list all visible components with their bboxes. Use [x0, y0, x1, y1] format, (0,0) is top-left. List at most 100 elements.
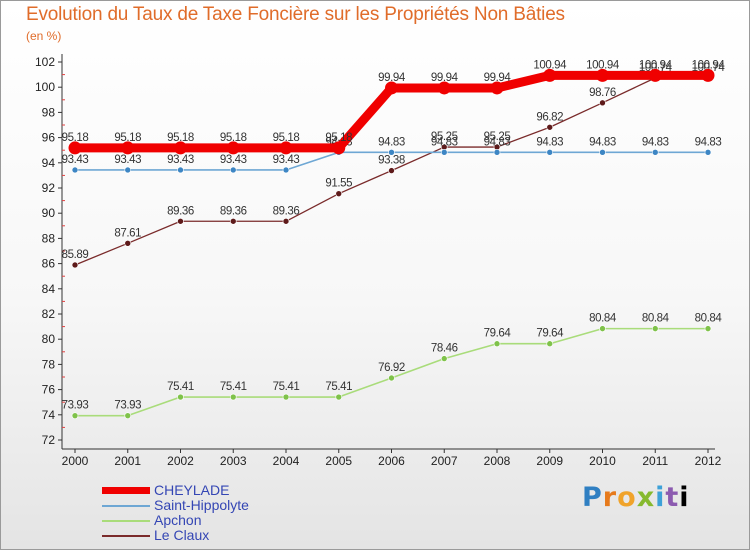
data-label-apchon: 73.93: [62, 400, 89, 412]
x-tick-label: 2012: [695, 454, 722, 468]
y-tick-label: 102: [35, 55, 55, 69]
legend-label: CHEYLADE: [154, 482, 230, 498]
data-point-le-claux: [599, 99, 606, 107]
data-point-le-claux: [229, 217, 237, 225]
data-label-cheylade: 100.94: [692, 59, 726, 71]
data-point-apchon: [71, 412, 79, 419]
data-point-apchon: [546, 340, 554, 348]
data-label-saint-hippolyte: 94.83: [378, 136, 405, 148]
data-label-le-claux: 98.76: [589, 87, 616, 99]
x-tick-label: 2002: [167, 454, 194, 468]
y-tick-label: 88: [42, 231, 56, 245]
data-label-le-claux: 89.36: [167, 205, 194, 217]
x-tick-label: 2004: [273, 454, 300, 468]
x-tick-label: 2011: [642, 454, 668, 468]
y-tick-label: 74: [42, 408, 56, 422]
data-label-apchon: 79.64: [536, 328, 564, 340]
data-label-apchon: 75.41: [220, 381, 247, 393]
data-point-cheylade: [437, 81, 451, 95]
logo-letter: i: [655, 482, 666, 513]
legend-swatch-saint-hippolyte: [102, 505, 150, 507]
legend-label: Le Claux: [154, 527, 210, 543]
logo-letter: i: [679, 482, 690, 513]
data-point-saint-hippolyte: [546, 149, 554, 156]
data-label-saint-hippolyte: 94.83: [642, 136, 669, 148]
data-point-apchon: [229, 393, 237, 401]
data-label-saint-hippolyte: 94.83: [536, 136, 563, 148]
data-point-cheylade: [543, 68, 557, 82]
y-tick-label: 72: [42, 433, 56, 447]
logo-letter: P: [582, 482, 603, 513]
unit-label: (en %): [26, 29, 62, 43]
x-tick-label: 2000: [62, 454, 89, 468]
data-point-cheylade: [226, 141, 240, 155]
data-point-apchon: [388, 374, 395, 382]
x-tick-label: 2005: [325, 454, 352, 468]
data-point-le-claux: [282, 217, 290, 225]
x-tick-label: 2003: [220, 454, 247, 468]
data-label-apchon: 76.92: [378, 362, 405, 374]
data-point-cheylade: [121, 141, 135, 155]
logo-letter: o: [617, 482, 637, 513]
y-tick-label: 80: [42, 332, 56, 346]
logo-letter: x: [636, 482, 656, 513]
data-label-le-claux: 93.38: [378, 155, 405, 167]
data-label-le-claux: 89.36: [220, 205, 247, 217]
x-tick-label: 2009: [536, 454, 563, 468]
y-tick-label: 82: [42, 307, 56, 321]
data-point-saint-hippolyte: [388, 149, 395, 156]
data-label-apchon: 80.84: [642, 313, 670, 325]
data-label-saint-hippolyte: 94.83: [695, 136, 722, 148]
data-point-saint-hippolyte: [493, 149, 501, 156]
data-label-cheylade: 99.94: [484, 72, 512, 84]
data-label-le-claux: 91.55: [325, 178, 352, 190]
y-tick-label: 86: [42, 257, 56, 271]
data-point-cheylade: [596, 68, 609, 82]
data-point-cheylade: [385, 81, 398, 95]
data-label-cheylade: 95.18: [167, 132, 194, 144]
data-point-saint-hippolyte: [71, 166, 79, 174]
y-tick-label: 84: [42, 282, 56, 296]
data-label-le-claux: 87.61: [114, 227, 141, 239]
data-label-apchon: 78.46: [431, 343, 458, 355]
data-point-saint-hippolyte: [599, 149, 606, 156]
chart-title: Evolution du Taux de Taxe Foncière sur l…: [26, 4, 565, 25]
data-point-le-claux: [124, 240, 132, 247]
y-tick-label: 92: [42, 181, 56, 195]
data-point-cheylade: [332, 141, 346, 155]
data-label-cheylade: 95.18: [220, 132, 247, 144]
y-tick-label: 76: [42, 383, 56, 397]
data-label-le-claux: 95.25: [484, 131, 511, 143]
data-label-cheylade: 99.94: [431, 72, 459, 84]
data-point-saint-hippolyte: [124, 166, 132, 174]
data-point-saint-hippolyte: [177, 166, 184, 174]
y-tick-label: 94: [42, 156, 56, 170]
data-point-cheylade: [490, 81, 504, 95]
data-label-apchon: 80.84: [589, 313, 617, 325]
data-point-cheylade: [68, 141, 82, 155]
legend-swatch-apchon: [102, 520, 150, 522]
logo-letter: r: [602, 482, 618, 513]
data-label-saint-hippolyte: 93.43: [114, 154, 141, 166]
data-label-cheylade: 95.18: [62, 132, 89, 144]
x-tick-label: 2007: [431, 454, 458, 468]
data-label-saint-hippolyte: 93.43: [167, 154, 194, 166]
legend-swatch-le-claux: [102, 535, 150, 537]
data-label-saint-hippolyte: 93.43: [273, 154, 300, 166]
y-tick-label: 98: [42, 105, 56, 119]
data-point-cheylade: [279, 141, 293, 155]
data-point-apchon: [493, 340, 501, 348]
data-point-saint-hippolyte: [282, 166, 290, 174]
proxiti-logo: Proxiti: [582, 482, 690, 513]
data-label-saint-hippolyte: 94.83: [484, 136, 511, 148]
y-tick-label: 96: [42, 131, 56, 145]
data-label-saint-hippolyte: 94.83: [431, 136, 458, 148]
legend-swatch-cheylade: [102, 487, 150, 494]
data-point-le-claux: [335, 190, 343, 197]
data-label-cheylade: 99.94: [378, 72, 406, 84]
data-label-cheylade: 100.94: [639, 59, 673, 71]
data-point-apchon: [124, 412, 132, 419]
data-point-apchon: [335, 393, 343, 401]
data-label-le-claux: 96.82: [536, 111, 563, 123]
y-tick-label: 100: [35, 80, 55, 94]
